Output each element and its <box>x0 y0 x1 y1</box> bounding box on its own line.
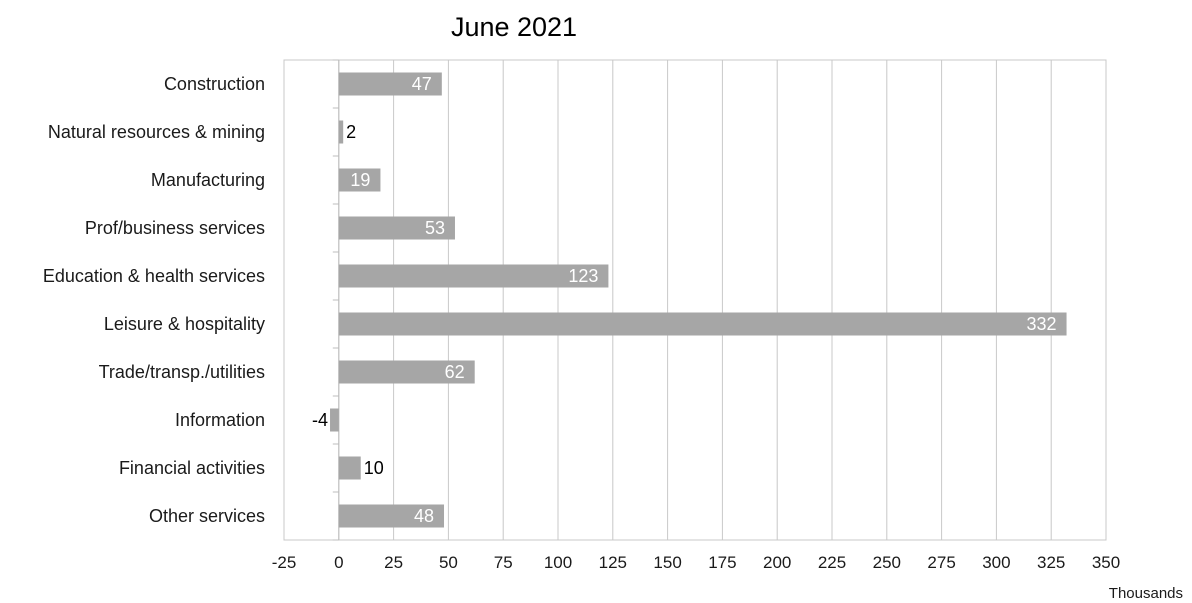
bar-7 <box>330 408 339 432</box>
data-label-6: 62 <box>445 362 465 382</box>
category-label-5: Leisure & hospitality <box>104 314 265 334</box>
chart-title: June 2021 <box>451 12 577 42</box>
grid-lines <box>283 60 1107 540</box>
category-label-0: Construction <box>164 74 265 94</box>
x-tick-label-10: 225 <box>818 553 846 572</box>
x-tick-label-11: 250 <box>873 553 901 572</box>
bar-1 <box>338 120 344 144</box>
data-label-0: 47 <box>412 74 432 94</box>
data-label-5: 332 <box>1026 314 1056 334</box>
x-tick-label-12: 275 <box>927 553 955 572</box>
x-tick-label-14: 325 <box>1037 553 1065 572</box>
data-label-8: 10 <box>364 458 384 478</box>
bar-6 <box>338 360 475 384</box>
category-label-9: Other services <box>149 506 265 526</box>
data-label-9: 48 <box>414 506 434 526</box>
data-label-1: 2 <box>346 122 356 142</box>
bar-8 <box>338 456 361 480</box>
data-label-4: 123 <box>568 266 598 286</box>
bars: 47 2 19 53 123 332 62 -4 10 48 <box>312 72 1067 528</box>
x-tick-label-7: 150 <box>653 553 681 572</box>
x-tick-label-3: 50 <box>439 553 458 572</box>
x-tick-label-2: 25 <box>384 553 403 572</box>
x-tick-label-8: 175 <box>708 553 736 572</box>
x-tick-label-4: 75 <box>494 553 513 572</box>
axis-unit-label: Thousands <box>1109 585 1183 602</box>
category-label-6: Trade/transp./utilities <box>99 362 265 382</box>
x-tick-label-13: 300 <box>982 553 1010 572</box>
category-label-2: Manufacturing <box>151 170 265 190</box>
bar-5 <box>338 312 1067 336</box>
tick-labels: -25 0 25 50 75 100 125 150 175 200 225 250 275 300 325… <box>272 553 1120 572</box>
x-tick-label-5: 100 <box>544 553 572 572</box>
bar-9 <box>338 504 445 528</box>
plot-area-border <box>283 59 1107 541</box>
bar-3 <box>338 216 455 240</box>
bar-4 <box>338 264 609 288</box>
category-labels: Construction Natural resources & mining Ma… <box>43 74 265 526</box>
category-label-1: Natural resources & mining <box>48 122 265 142</box>
data-label-2: 19 <box>350 170 370 190</box>
x-tick-label-0: -25 <box>272 553 297 572</box>
category-label-8: Financial activities <box>119 458 265 478</box>
x-tick-label-6: 125 <box>599 553 627 572</box>
zero-axis <box>332 59 340 541</box>
x-tick-label-9: 200 <box>763 553 791 572</box>
category-label-4: Education & health services <box>43 266 265 286</box>
x-tick-label-15: 350 <box>1092 553 1120 572</box>
data-label-7: -4 <box>312 410 328 430</box>
x-tick-label-1: 0 <box>334 553 343 572</box>
bar-2 <box>338 168 381 192</box>
category-label-7: Information <box>175 410 265 430</box>
data-label-3: 53 <box>425 218 445 238</box>
category-label-3: Prof/business services <box>85 218 265 238</box>
bar-0 <box>338 72 442 96</box>
